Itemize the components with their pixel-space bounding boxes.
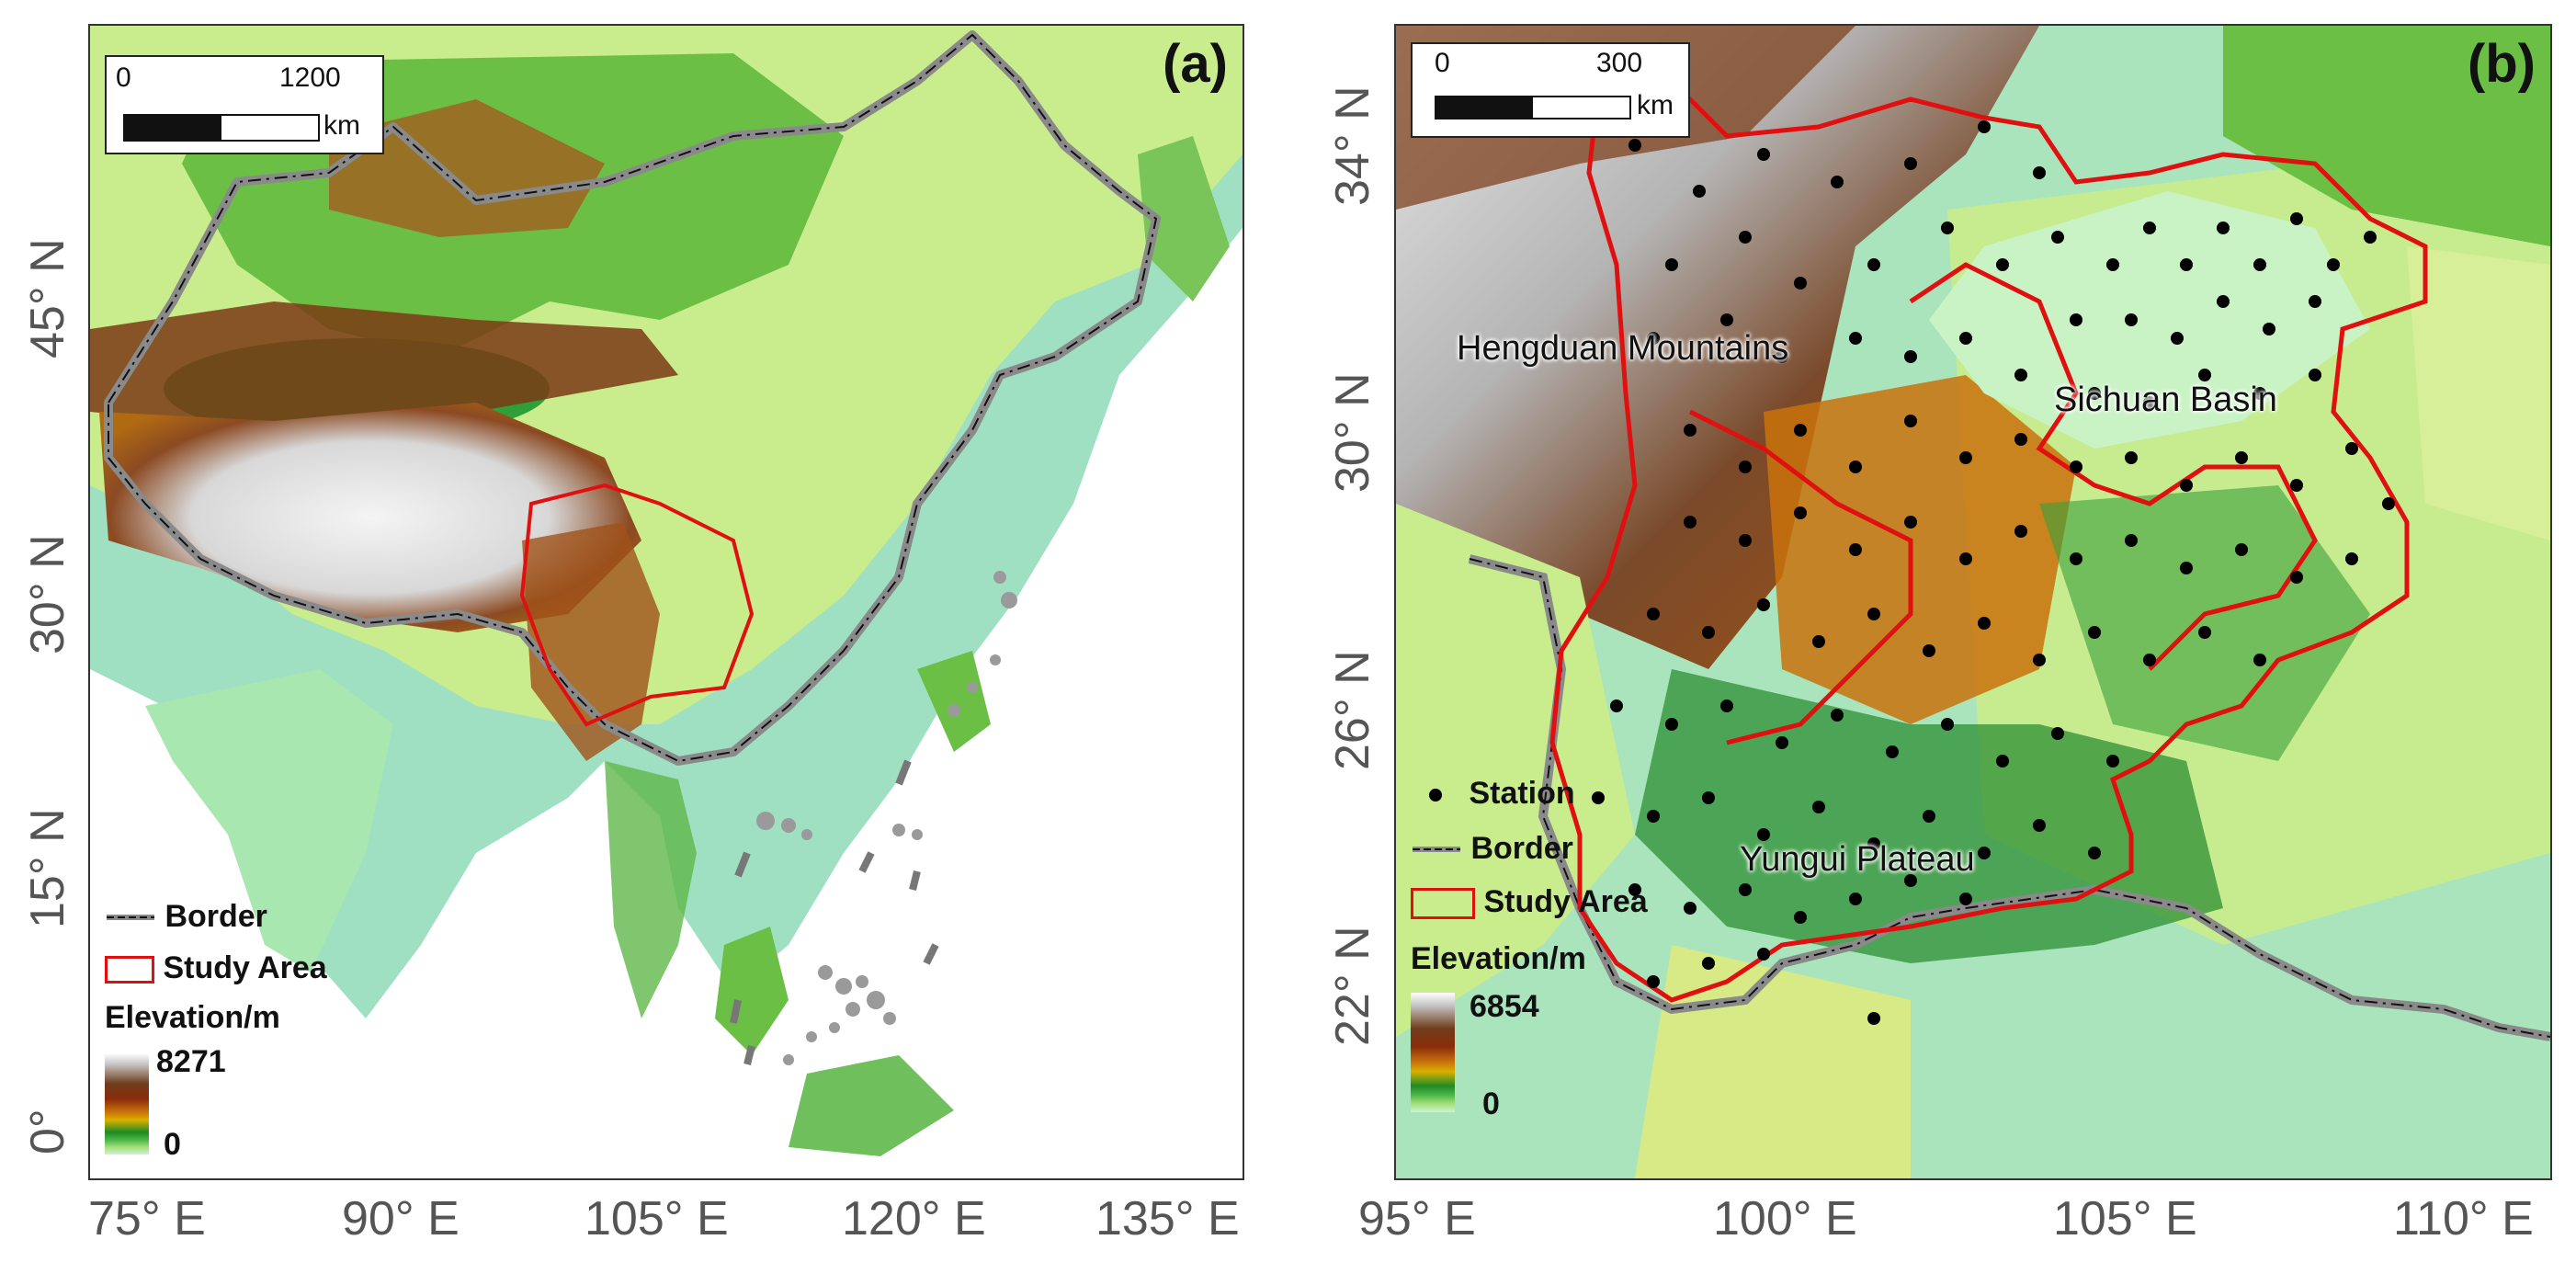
- legend-a-elev-title: Elevation/m: [105, 1000, 280, 1035]
- x-tick-a-105: 105° E: [584, 1192, 729, 1245]
- legend-b-study-label: Study Area: [1483, 884, 1648, 919]
- scalebar-b-start: 0: [1435, 48, 1450, 78]
- elevation-map-a: [90, 26, 1243, 1178]
- x-tick-b-95: 95° E: [1358, 1192, 1476, 1245]
- scalebar-a-unit: km: [323, 110, 360, 141]
- x-tick-b-110: 110° E: [2393, 1192, 2534, 1245]
- x-tick-b-105: 105° E: [2053, 1192, 2197, 1245]
- y-tick-b-34: 34° N: [1326, 85, 1379, 206]
- legend-a-elev-min: 0: [164, 1127, 181, 1162]
- station-points: [1592, 120, 2395, 1025]
- scalebar-a-end: 1200: [279, 63, 341, 93]
- legend-b-station-label: Station: [1469, 776, 1575, 811]
- label-hengduan-mountains: Hengduan Mountains: [1457, 329, 1789, 368]
- y-tick-a-30: 30° N: [21, 534, 74, 654]
- panel-a-label: (a): [1163, 34, 1228, 94]
- x-tick-a-90: 90° E: [342, 1192, 460, 1245]
- legend-a-border-row: Border: [105, 899, 267, 935]
- border-symbol: [107, 915, 154, 920]
- scalebar-a: 0 1200 km: [105, 55, 384, 154]
- scalebar-b-end: 300: [1596, 48, 1643, 78]
- china-border-b: [1468, 554, 2550, 1041]
- study-area-outline-b: [1549, 78, 2428, 1003]
- legend-a-study-label: Study Area: [163, 950, 327, 985]
- study-area-outline-a: [519, 483, 755, 727]
- legend-b-elev-min: 0: [1482, 1086, 1500, 1121]
- legend-a-elev-max: 8271: [156, 1044, 226, 1079]
- label-yungui-plateau: Yungui Plateau: [1740, 840, 1975, 879]
- station-symbol: [1429, 789, 1442, 802]
- legend-b-elev-title: Elevation/m: [1411, 941, 1586, 976]
- scalebar-a-bar: [123, 114, 320, 142]
- x-tick-a-135: 135° E: [1095, 1192, 1240, 1245]
- study-area-swatch: [105, 956, 154, 984]
- legend-b-elev-max: 6854: [1470, 989, 1539, 1024]
- legend-b-study-row: Study Area: [1411, 884, 1648, 920]
- x-tick-b-100: 100° E: [1713, 1192, 1857, 1245]
- panel-b-label: (b): [2467, 34, 2536, 94]
- y-tick-b-30: 30° N: [1326, 372, 1379, 493]
- legend-b-border-row: Border: [1411, 831, 1573, 867]
- study-area-swatch: [1411, 888, 1475, 920]
- y-tick-b-26: 26° N: [1326, 650, 1379, 770]
- label-sichuan-basin: Sichuan Basin: [2054, 381, 2277, 419]
- legend-b: Station Border Study Area Elevation/m 68…: [1411, 776, 1705, 1162]
- scalebar-b-bar: [1435, 96, 1631, 119]
- map-panel-b: (b) 0 300 km Hengduan Mountains Sichuan …: [1394, 24, 2552, 1180]
- y-tick-b-22: 22° N: [1326, 926, 1379, 1046]
- legend-b-border-label: Border: [1470, 831, 1573, 866]
- map-panel-a: (a) 0 1200 km Border Study Area Elevatio…: [88, 24, 1244, 1180]
- x-tick-a-75: 75° E: [88, 1192, 206, 1245]
- x-tick-a-120: 120° E: [842, 1192, 986, 1245]
- scalebar-b-unit: km: [1637, 90, 1674, 120]
- elevation-ramp-a: [105, 1053, 149, 1154]
- y-tick-a-0: 0°: [21, 1109, 74, 1154]
- legend-b-station-row: Station: [1411, 776, 1575, 812]
- elevation-ramp-b: [1411, 993, 1455, 1112]
- y-tick-a-15: 15° N: [21, 808, 74, 928]
- y-tick-a-45: 45° N: [21, 238, 74, 358]
- border-symbol: [1413, 847, 1460, 852]
- legend-a: Border Study Area Elevation/m 8271 0: [105, 899, 399, 1166]
- scalebar-a-start: 0: [116, 63, 131, 93]
- scalebar-b: 0 300 km: [1411, 42, 1690, 138]
- legend-a-study-row: Study Area: [105, 950, 327, 986]
- legend-a-border-label: Border: [165, 899, 267, 934]
